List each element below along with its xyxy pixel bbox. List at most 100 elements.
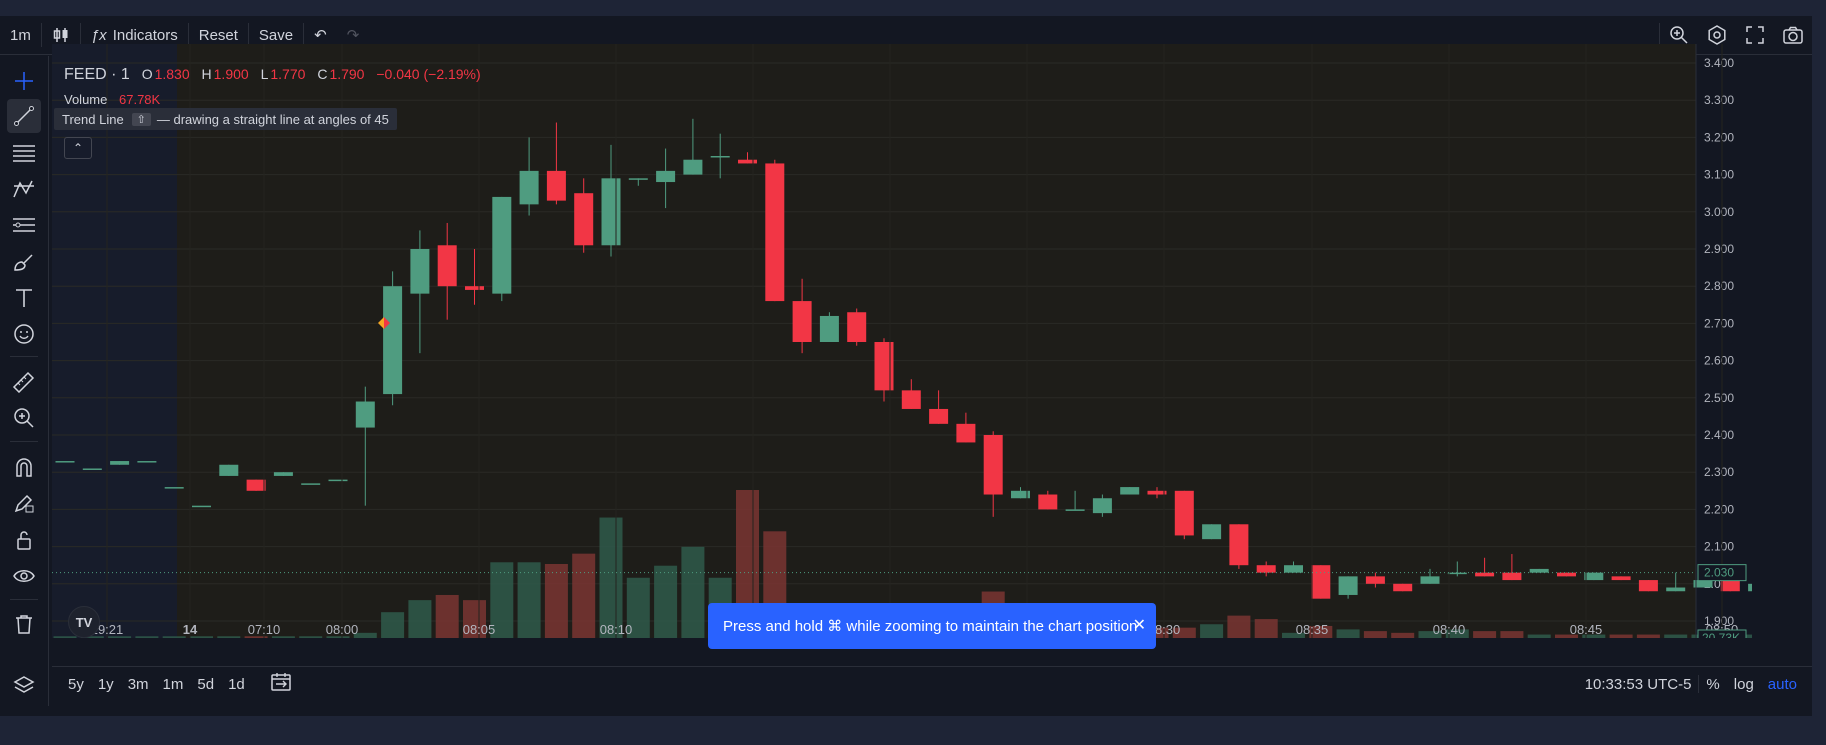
volume-bar (681, 546, 705, 638)
range-button-1m[interactable]: 1m (162, 675, 184, 693)
symbol-label[interactable]: FEED · 1 (64, 66, 130, 83)
search-icon (1670, 26, 1688, 44)
trend-line-tool[interactable] (7, 99, 41, 133)
candle-body (164, 487, 184, 489)
volume-bar (108, 636, 132, 638)
measure-lines-tool[interactable] (7, 208, 41, 242)
candlestick-chart[interactable]: 3.400 3.300 3.200 3.100 3.000 2.900 2.800 2.700… (52, 44, 1797, 647)
toast-message: Press and hold ⌘ while zooming to mainta… (723, 618, 1138, 635)
volume-bar (381, 612, 405, 638)
stay-in-drawing-mode-tool[interactable] (7, 486, 41, 520)
candle-body (1638, 580, 1658, 592)
candle-body (137, 461, 157, 463)
candle-body (110, 461, 130, 465)
candle-body (546, 170, 566, 201)
hide-drawings-tool[interactable] (7, 559, 41, 593)
candle-body (1475, 572, 1495, 577)
goto-date-button[interactable] (270, 672, 292, 696)
change-value: −0.040 (−2.19%) (376, 66, 481, 82)
percent-toggle[interactable]: % (1706, 675, 1720, 693)
y-tick-label: 2.200 (1704, 502, 1734, 516)
x-tick-label: 08:00 (326, 622, 359, 637)
auto-toggle[interactable]: auto (1767, 675, 1797, 693)
range-button-1d[interactable]: 1d (228, 675, 245, 693)
range-button-5y[interactable]: 5y (68, 675, 84, 693)
crosshair-tool[interactable] (7, 64, 41, 98)
candle-body (192, 505, 211, 508)
volume-bar (435, 594, 459, 638)
ruler-tool[interactable] (7, 365, 41, 399)
indicators-button[interactable]: ƒx Indicators (81, 16, 188, 54)
object-tree-button[interactable] (7, 668, 41, 702)
chart-plot[interactable]: 3.400 3.300 3.200 3.100 3.000 2.900 2.800 2.700… (52, 44, 1797, 647)
settings-button[interactable] (1698, 16, 1736, 54)
candle-body (929, 408, 949, 424)
text-tool[interactable] (7, 281, 41, 315)
volume-bar (1636, 634, 1660, 638)
chart-type-button[interactable] (42, 16, 80, 54)
close-icon[interactable]: ✕ (1132, 617, 1146, 634)
lines-icon (13, 145, 35, 162)
range-button-1y[interactable]: 1y (97, 675, 114, 693)
remove-drawings-tool[interactable] (7, 607, 41, 641)
lock-drawings-tool[interactable] (7, 523, 41, 557)
crosshair-icon (15, 72, 33, 90)
volume-bar (353, 632, 377, 638)
volume-bar (1282, 632, 1305, 638)
log-toggle[interactable]: log (1733, 675, 1754, 693)
volume-bar (1363, 631, 1387, 638)
candle-body (437, 245, 457, 287)
indicators-label: Indicators (112, 26, 178, 44)
fullscreen-button[interactable] (1736, 16, 1774, 54)
candle-body (82, 468, 102, 470)
magnet-tool[interactable] (7, 450, 41, 484)
y-tick-label: 2.500 (1704, 391, 1734, 405)
brush-icon (14, 254, 33, 271)
candle-body (492, 196, 512, 294)
candle-body (1393, 583, 1413, 592)
candle-body (328, 479, 348, 482)
candle-body (246, 479, 266, 491)
candle-body (983, 435, 1003, 495)
volume-label[interactable]: Volume (64, 92, 108, 107)
interval-button[interactable]: 1m (10, 26, 31, 44)
range-button-3m[interactable]: 3m (127, 675, 149, 693)
range-button-5d[interactable]: 5d (197, 675, 215, 693)
bottom-toolbar: 5y 1y 3m 1m 5d 1d 10:33:53 UTC-5 % log auto (52, 666, 1812, 701)
collapse-legend-button[interactable]: ⌃ (64, 137, 92, 159)
save-button[interactable]: Save (258, 26, 294, 44)
volume-bar (53, 636, 77, 638)
icons-tool[interactable] (7, 317, 41, 351)
horizontal-lines-tool[interactable] (7, 136, 41, 170)
calendar-goto-icon (271, 673, 291, 691)
reset-button[interactable]: Reset (198, 26, 238, 44)
volume-bar (1145, 627, 1169, 638)
volume-bar (217, 636, 241, 638)
brush-tool[interactable] (7, 245, 41, 279)
volume-bar (544, 564, 568, 638)
redo-icon: ↷ (346, 27, 360, 44)
candle-body (1693, 580, 1713, 588)
candle-body (410, 249, 430, 294)
x-tick-label: 08:45 (1570, 622, 1603, 637)
redo-button[interactable]: ↷ (337, 16, 370, 54)
y-tick-label: 2.900 (1704, 242, 1734, 256)
volume-bar (654, 565, 678, 638)
candle-body (219, 464, 239, 476)
volume-bar (1254, 619, 1278, 638)
clock[interactable]: 10:33:53 UTC-5 (1584, 675, 1692, 693)
volume-bar (1309, 625, 1333, 638)
zoom-in-tool[interactable] (7, 401, 41, 435)
tradingview-logo[interactable]: TV (68, 606, 100, 638)
candle-body (1256, 565, 1276, 573)
open-key: O (141, 66, 153, 82)
candle-body (656, 170, 676, 183)
candle-body (1092, 498, 1112, 514)
tooltip-tool-name: Trend Line (62, 111, 124, 127)
volume-bar (408, 600, 432, 638)
undo-button[interactable]: ↶ (304, 16, 337, 54)
quick-search-button[interactable] (1660, 16, 1698, 54)
pattern-tool[interactable] (7, 172, 41, 206)
candle-body (1311, 565, 1331, 599)
screenshot-button[interactable] (1774, 16, 1812, 54)
